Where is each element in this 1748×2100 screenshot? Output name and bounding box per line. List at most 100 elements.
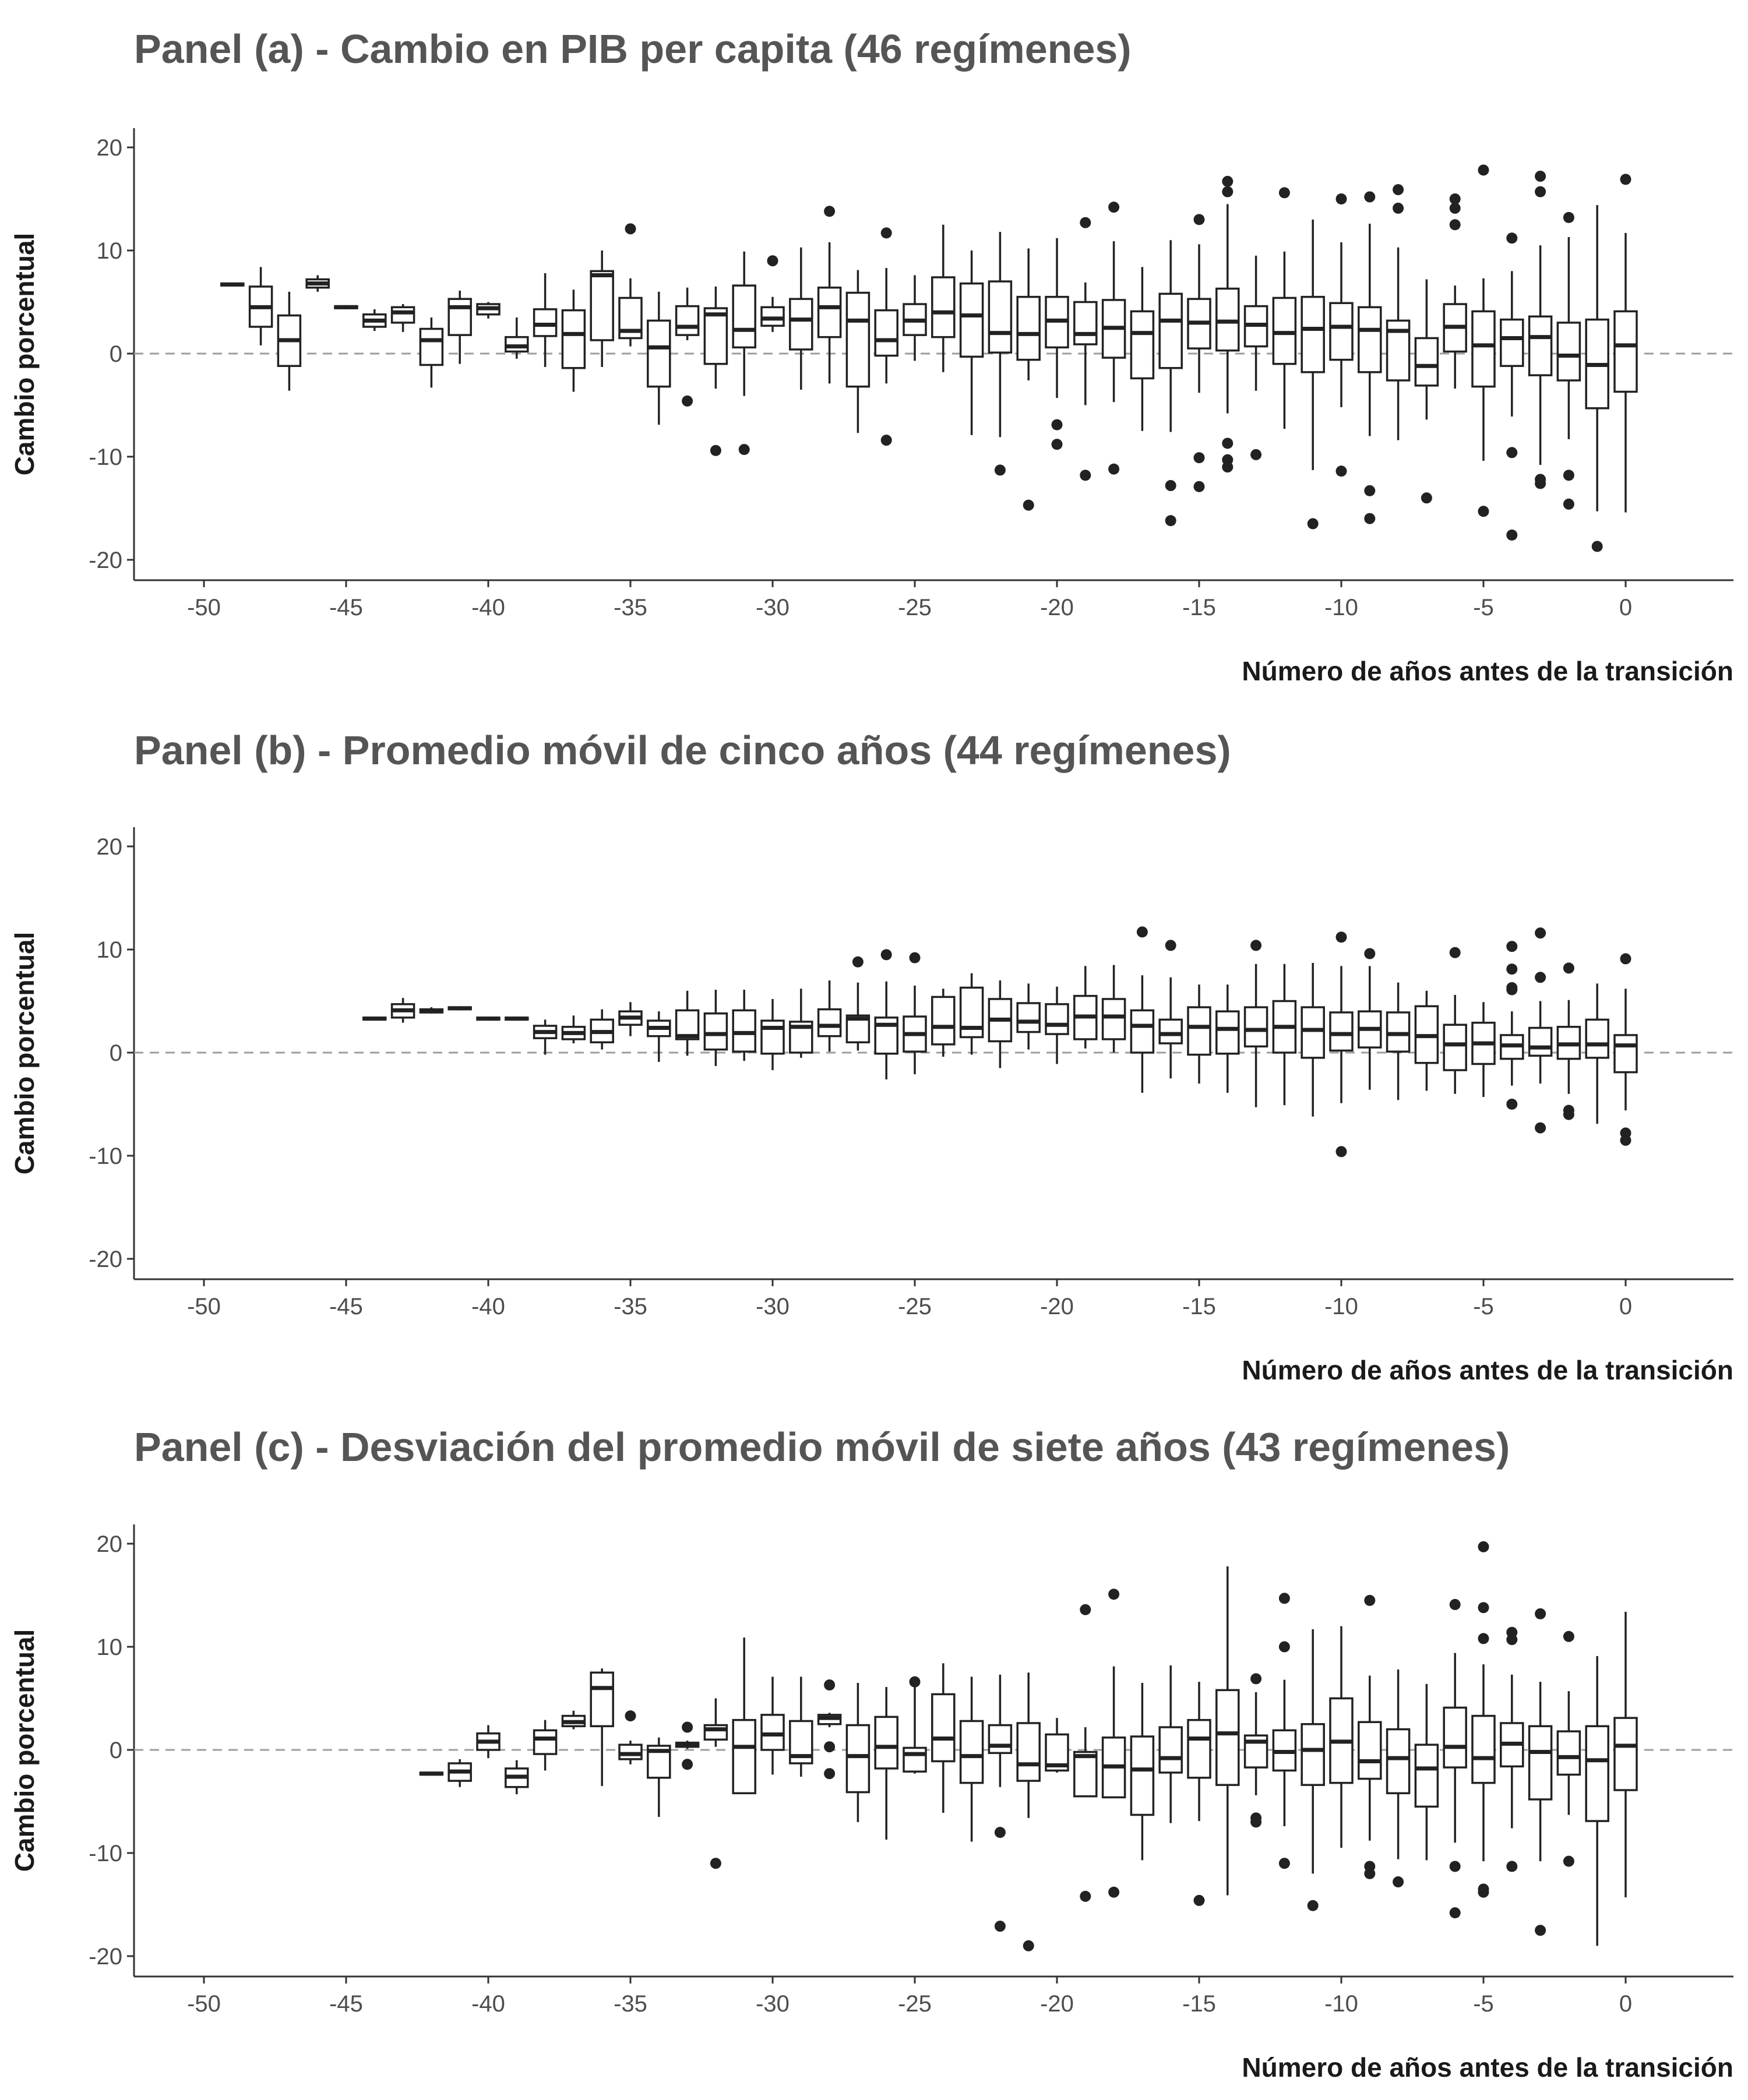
outlier-point: [1478, 1633, 1489, 1644]
boxplot-year: [447, 1759, 472, 1787]
iqr-box: [1329, 302, 1354, 361]
iqr-box: [1585, 1725, 1609, 1822]
outlier-point: [738, 444, 750, 456]
boxplot-year: [1443, 947, 1467, 1094]
boxplot-year: [390, 304, 415, 332]
outlier-point: [1307, 518, 1319, 530]
panel-title: Panel (a) - Cambio en PIB per capita (46…: [134, 26, 1132, 72]
iqr-box: [1613, 1034, 1638, 1074]
boxplot-year: [362, 1017, 387, 1021]
boxplot-year: [959, 973, 984, 1055]
boxplot-year: [789, 1677, 813, 1777]
iqr-box: [1528, 1026, 1553, 1057]
boxplot-year: [1130, 267, 1155, 431]
boxplot-year: [1272, 187, 1297, 429]
y-tick-label: -20: [89, 1247, 122, 1272]
panel-title: Panel (c) - Desviación del promedio móvi…: [134, 1424, 1510, 1470]
outlier-point: [852, 956, 864, 968]
outlier-point: [994, 464, 1006, 476]
x-tick-label: -10: [1324, 1294, 1358, 1319]
iqr-box: [1073, 1750, 1098, 1798]
boxplot-year: [1556, 962, 1581, 1120]
iqr-box: [1471, 310, 1496, 388]
iqr-box: [1158, 1018, 1183, 1044]
boxplot-year: [1329, 1626, 1354, 1848]
outlier-point: [1563, 1855, 1574, 1867]
outlier-point: [1250, 1816, 1262, 1828]
iqr-box: [845, 291, 871, 388]
outlier-point: [1506, 1861, 1518, 1872]
iqr-box: [1301, 1006, 1325, 1059]
x-tick-label: -40: [471, 1991, 505, 2017]
outlier-point: [1222, 175, 1234, 187]
boxplot-year: [1528, 171, 1553, 489]
outlier-point: [625, 223, 636, 235]
x-tick-label: -10: [1324, 595, 1358, 620]
outlier-point: [1563, 962, 1574, 974]
outlier-point: [1478, 1602, 1489, 1614]
outlier-point: [824, 1741, 836, 1753]
boxplot-year: [1272, 1593, 1297, 1869]
boxplot-year: [1585, 1656, 1609, 1946]
boxplot-year: [732, 251, 756, 456]
outlier-point: [1563, 1630, 1574, 1642]
boxplot-year: [1500, 1626, 1524, 1872]
outlier-point: [1193, 481, 1205, 492]
x-tick-label: 0: [1619, 1991, 1632, 2017]
outlier-point: [1393, 202, 1404, 214]
boxplot-year: [618, 223, 643, 347]
boxplot-year: [476, 302, 501, 319]
iqr-box: [1613, 1717, 1638, 1791]
boxplot-year: [419, 1007, 444, 1014]
boxplot-year: [533, 273, 558, 368]
iqr-box: [1528, 1725, 1553, 1801]
iqr-box: [1187, 1718, 1211, 1779]
iqr-box: [931, 276, 956, 338]
boxplot-year: [561, 1710, 586, 1730]
outlier-point: [1193, 452, 1205, 464]
panel-c: Panel (c) - Desviación del promedio móvi…: [9, 1424, 1733, 2083]
boxplot-year: [1613, 1611, 1638, 1898]
outlier-point: [1051, 419, 1063, 430]
boxplot-year: [334, 305, 358, 309]
boxplot-year: [988, 232, 1013, 476]
outlier-point: [1535, 1608, 1546, 1619]
outlier-point: [1506, 530, 1518, 541]
outlier-point: [1364, 513, 1376, 524]
y-tick-label: -20: [89, 1944, 122, 1970]
x-tick-label: -50: [187, 595, 221, 620]
x-tick-label: -15: [1182, 1294, 1216, 1319]
boxplot-year: [789, 989, 813, 1058]
iqr-box: [903, 1746, 927, 1773]
outlier-point: [1506, 232, 1518, 244]
y-tick-label: 10: [97, 937, 123, 963]
outlier-point: [1449, 1907, 1461, 1919]
iqr-box: [419, 327, 444, 366]
outlier-point: [994, 1827, 1006, 1838]
boxplot-year: [703, 286, 728, 456]
boxplot-year: [817, 1679, 842, 1780]
x-tick-label: 0: [1619, 1294, 1632, 1319]
y-tick-label: -10: [89, 1143, 122, 1169]
outlier-point: [1364, 948, 1376, 959]
boxplot-year: [590, 250, 614, 368]
boxplot-year: [1272, 963, 1297, 1106]
outlier-point: [1620, 174, 1631, 185]
boxplot-year: [1443, 1598, 1467, 1919]
y-tick-label: 10: [97, 238, 123, 264]
iqr-box: [390, 306, 415, 324]
boxplot-year: [419, 1771, 444, 1776]
boxplot-year: [874, 227, 898, 446]
boxplot-year: [476, 1017, 501, 1021]
boxplot-year: [1386, 1669, 1411, 1888]
boxplot-year: [760, 1677, 785, 1775]
outlier-point: [1449, 193, 1461, 204]
outlier-point: [1535, 478, 1546, 489]
x-tick-label: -50: [187, 1294, 221, 1319]
outlier-point: [1506, 1634, 1518, 1646]
iqr-box: [817, 1008, 842, 1037]
iqr-box: [1556, 1730, 1581, 1776]
boxplot-year: [561, 290, 586, 392]
outlier-point: [1108, 1589, 1120, 1600]
